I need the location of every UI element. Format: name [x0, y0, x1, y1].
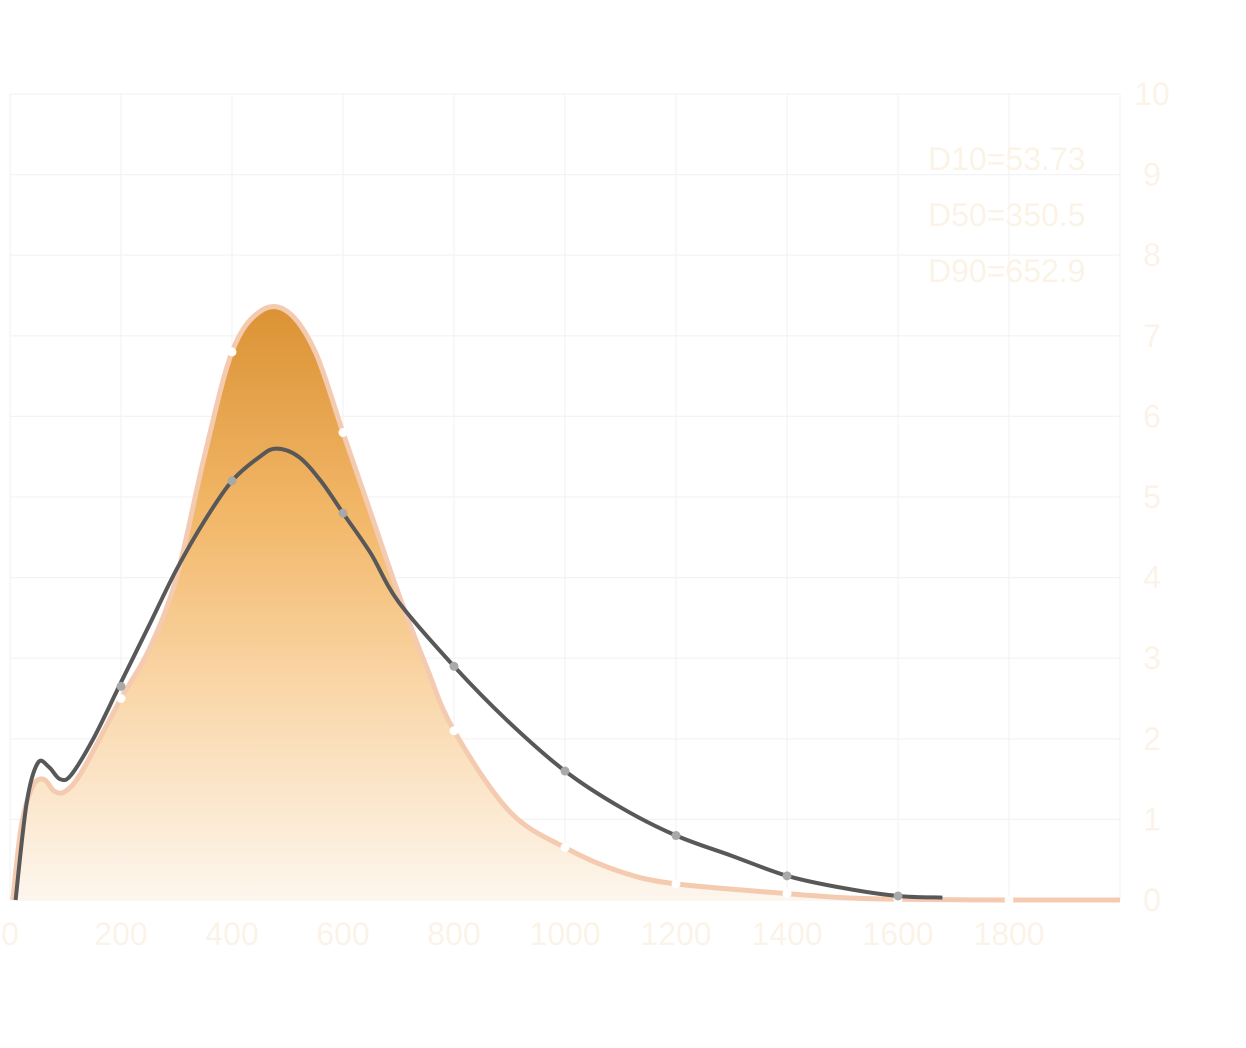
y-tick-label: 9: [1143, 157, 1161, 193]
line-marker: [560, 766, 570, 776]
area-outline: [10, 304, 1121, 903]
x-tick-label: 1400: [751, 916, 822, 952]
area-marker: [449, 726, 459, 736]
line-marker: [449, 661, 459, 671]
line-path: [13, 446, 943, 901]
y-tick-label: 8: [1143, 237, 1161, 273]
area-marker: [116, 694, 126, 703]
line-marker: [227, 476, 237, 486]
statistics-annotations: D10=53.73 D50=350.5 D90=652.9: [928, 141, 1085, 289]
statistic-annotation: D90=652.9: [928, 253, 1085, 289]
y-tick-label: 6: [1143, 398, 1161, 434]
statistic-annotation: D50=350.5: [928, 197, 1085, 233]
x-axis-tick-labels: 0 200 400 600 800 1000 1200 1400 1600 1800: [1, 916, 1044, 952]
y-tick-label: 1: [1143, 801, 1161, 837]
x-tick-label: 800: [427, 916, 480, 952]
x-tick-label: 600: [316, 916, 369, 952]
statistic-annotation: D10=53.73: [928, 141, 1085, 177]
area-marker: [671, 879, 681, 889]
y-tick-label: 0: [1143, 882, 1161, 918]
x-tick-label: 1800: [973, 916, 1044, 952]
area-marker: [560, 843, 570, 853]
y-tick-label: 4: [1143, 560, 1161, 596]
line-marker: [671, 831, 681, 841]
y-tick-label: 7: [1143, 318, 1161, 354]
y-tick-label: 3: [1143, 640, 1161, 676]
x-tick-label: 1600: [862, 916, 933, 952]
y-tick-label: 2: [1143, 721, 1161, 757]
line-marker: [893, 891, 903, 901]
x-tick-label: 0: [1, 916, 19, 952]
y-axis-tick-labels: 0 1 2 3 4 5 6 7 8 9 10: [1134, 76, 1170, 918]
x-tick-label: 1200: [640, 916, 711, 952]
area-marker: [782, 889, 792, 899]
area-fill: [12, 306, 1120, 901]
x-tick-label: 1000: [529, 916, 600, 952]
area-series: [10, 304, 1121, 905]
line-marker: [782, 871, 792, 881]
line-marker: [338, 508, 348, 518]
y-tick-label: 10: [1134, 76, 1170, 112]
area-marker: [338, 428, 348, 438]
area-marker: [227, 347, 237, 357]
x-tick-label: 200: [94, 916, 147, 952]
area-marker: [1004, 895, 1014, 905]
y-tick-label: 5: [1143, 479, 1161, 515]
x-tick-label: 400: [205, 916, 258, 952]
line-marker: [116, 681, 126, 691]
line-series: [13, 446, 943, 901]
